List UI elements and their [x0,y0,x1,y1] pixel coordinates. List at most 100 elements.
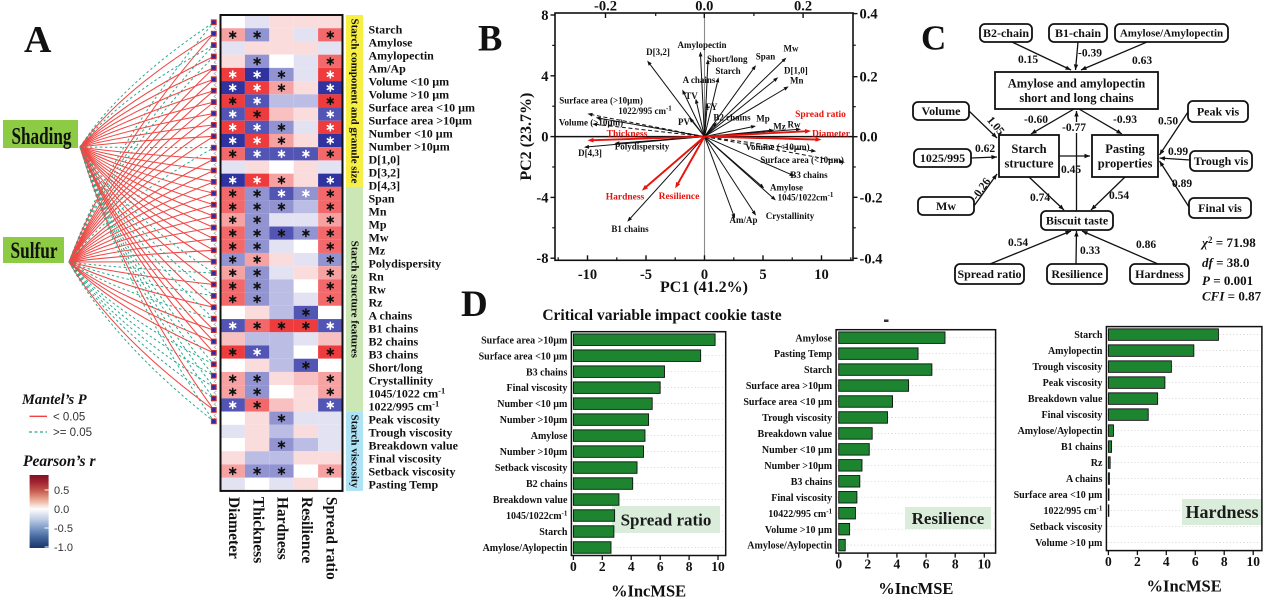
svg-text:0: 0 [541,130,548,146]
svg-text:0.0: 0.0 [860,130,878,146]
svg-text:10: 10 [978,557,992,572]
svg-text:Mw: Mw [936,199,956,213]
svg-text:P = 0.001: P = 0.001 [1202,273,1253,288]
svg-text:Amylose and amylopectin: Amylose and amylopectin [1008,77,1146,91]
svg-text:D[3,2]: D[3,2] [646,47,670,57]
svg-text:Thickness: Thickness [607,130,648,140]
svg-text:D[4,3]: D[4,3] [369,178,401,192]
svg-text:Amylose: Amylose [770,183,803,193]
svg-text:Hardness: Hardness [274,497,291,560]
svg-text:Mw: Mw [784,44,799,54]
svg-text:B2-chain: B2-chain [983,26,1029,40]
svg-text:4: 4 [541,69,548,85]
svg-text:Critical variable impact cooki: Critical variable impact cookie taste [542,307,781,324]
svg-text:Final viscosity: Final viscosity [507,383,568,394]
svg-text:0.86: 0.86 [1136,239,1156,251]
svg-text:Surface area <10 µm: Surface area <10 µm [1014,490,1103,501]
svg-text:Hardness: Hardness [1185,502,1258,522]
svg-text:Volume >10 µm: Volume >10 µm [1035,538,1103,549]
svg-text:Starch: Starch [1074,330,1103,341]
svg-text:Breakdown value: Breakdown value [758,429,833,440]
svg-text:Rw: Rw [788,120,801,130]
svg-text:structure: structure [1004,157,1054,171]
svg-text:PC1 (41.2%): PC1 (41.2%) [660,279,748,296]
svg-text:1022/995 cm-1: 1022/995 cm-1 [618,105,672,117]
svg-text:Starch: Starch [715,66,740,76]
svg-text:Amylose/Aylopectin: Amylose/Aylopectin [1018,426,1103,437]
svg-text:Crystallinity: Crystallinity [369,374,434,388]
svg-text:0.33: 0.33 [1080,245,1100,257]
svg-text:1022/995 cm-1: 1022/995 cm-1 [369,399,440,414]
svg-text:A chains: A chains [1066,474,1103,485]
svg-text:Hardness: Hardness [1135,267,1184,281]
svg-text:-0.77: -0.77 [1062,122,1086,134]
svg-text:0.89: 0.89 [1172,178,1192,190]
svg-text:-0.26: -0.26 [970,176,994,203]
svg-text:Span: Span [756,52,776,62]
svg-text:6: 6 [1192,554,1199,569]
svg-text:Starch structure features: Starch structure features [349,241,361,359]
svg-text:Starch component and granule s: Starch component and granule size [349,19,361,184]
svg-text:Starch: Starch [369,22,403,36]
svg-text:Trough viscosity: Trough viscosity [1032,362,1102,373]
svg-text:properties: properties [1098,157,1153,171]
svg-text:1022/995 cm-1: 1022/995 cm-1 [1044,505,1103,518]
svg-text:Sulfur: Sulfur [11,238,58,264]
svg-text:Hardness: Hardness [606,193,645,203]
svg-text:Short/long: Short/long [369,361,423,375]
svg-text:%IncMSE: %IncMSE [878,579,953,598]
svg-text:Number <10 µm: Number <10 µm [497,399,568,410]
svg-text:df = 38.0: df = 38.0 [1202,255,1250,270]
svg-text:-5: -5 [640,267,652,283]
svg-text:Rw: Rw [369,283,387,297]
svg-text:Surface area >10µm: Surface area >10µm [481,335,568,346]
svg-text:10: 10 [1246,554,1260,569]
svg-text:B3 chains: B3 chains [790,170,828,180]
svg-text:B1 chains: B1 chains [369,322,419,336]
svg-text:0: 0 [835,557,842,572]
svg-text:Rz: Rz [1091,458,1103,469]
svg-text:0.54: 0.54 [1109,190,1129,202]
svg-text:Peak viscosity: Peak viscosity [1043,378,1103,389]
svg-text:Number >10µm: Number >10µm [500,447,568,458]
svg-text:0: 0 [570,559,577,574]
svg-text:Short/long: Short/long [707,54,748,64]
svg-text:Mz: Mz [773,122,786,132]
svg-text:Spread ratio: Spread ratio [957,267,1021,281]
svg-text:-0.2: -0.2 [860,190,883,206]
svg-text:8: 8 [1221,554,1228,569]
svg-text:Setback viscosity: Setback viscosity [369,465,456,479]
svg-text:8: 8 [686,559,693,574]
svg-text:Final viscosity: Final viscosity [771,493,832,504]
svg-text:2: 2 [864,557,871,572]
svg-text:D[4,3]: D[4,3] [578,148,602,158]
svg-text:Starch: Starch [539,527,568,538]
svg-text:-0.39: -0.39 [1078,48,1102,60]
svg-text:Am/Ap: Am/Ap [729,215,757,225]
svg-text:-0.4: -0.4 [860,251,883,267]
svg-text:Spread ratio: Spread ratio [323,497,340,580]
svg-text:Surface area <10 µm: Surface area <10 µm [369,100,476,114]
svg-text:Mp: Mp [756,114,770,124]
svg-text:Polydispersity: Polydispersity [615,142,670,152]
svg-text:Surface area (<10µm): Surface area (<10µm) [760,155,844,165]
svg-text:0.0: 0.0 [54,504,69,516]
svg-text:5: 5 [759,267,766,283]
svg-text:Biscuit taste: Biscuit taste [1046,214,1109,228]
svg-text:Spread ratio: Spread ratio [795,110,846,120]
svg-text:Breakdown value: Breakdown value [1028,394,1103,405]
svg-text:Mantel’s P: Mantel’s P [21,392,87,408]
svg-text:Resilience: Resilience [298,497,315,563]
svg-text:-4: -4 [536,190,548,206]
svg-text:0.0: 0.0 [695,0,713,15]
svg-text:-1.0: -1.0 [54,542,73,554]
svg-text:>= 0.05: >= 0.05 [53,427,92,439]
svg-text:1045/1022cm-1: 1045/1022cm-1 [778,191,834,203]
svg-text:Spread ratio: Spread ratio [621,510,712,529]
svg-text:A chains: A chains [683,75,716,85]
svg-text:B2 chains: B2 chains [369,335,419,349]
svg-text:Span: Span [369,191,395,205]
svg-text:A chains: A chains [369,309,413,323]
svg-text:Number <10 µm: Number <10 µm [369,126,453,140]
svg-text:0: 0 [1105,554,1112,569]
